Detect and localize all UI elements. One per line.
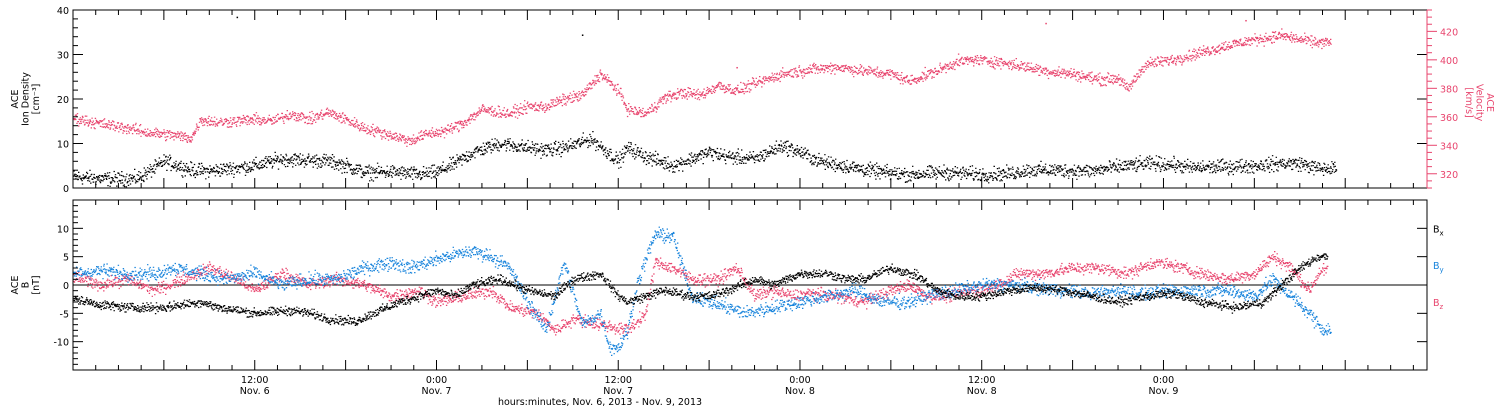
velocity-series [73, 28, 1332, 147]
legend-bz: Bz [1433, 298, 1444, 311]
velocity-axis-title-line: Velocity [1474, 84, 1485, 122]
velocity-axis-title-line: [km/s] [1463, 87, 1474, 117]
x-tick-time-label: 0:00 [789, 375, 810, 386]
x-tick-date-label: Nov. 8 [785, 386, 815, 397]
ion-density-series [73, 131, 1338, 188]
x-axis-title: hours:minutes, Nov. 6, 2013 - Nov. 9, 20… [498, 397, 702, 408]
x-tick-time-label: 0:00 [426, 375, 447, 386]
density-axis-title-line: Ion Density [21, 72, 32, 126]
velocity-axis-title-line: ACE [1484, 93, 1495, 112]
density-tick-label: 10 [57, 140, 69, 151]
legend-by: By [1433, 261, 1444, 274]
density-tick-label: 0 [63, 184, 69, 195]
panel2-plot-dots [73, 226, 1427, 356]
velocity-tick-label: 420 [1440, 27, 1458, 38]
velocity-series-outlier-2 [1045, 22, 1047, 25]
density-axis-title-line: ACE [10, 90, 21, 109]
axes-layer: 0 10 20 30 40 320 340 360 380 400 420 -10 -5 0 5 10 12:0… [10, 6, 1495, 408]
ion-density-series-outlier-0 [236, 16, 239, 19]
b-tick-label: 5 [63, 253, 69, 264]
x-tick-date-label: Nov. 7 [603, 386, 633, 397]
velocity-tick-label: 400 [1440, 56, 1458, 67]
density-tick-label: 30 [57, 51, 69, 62]
b-axis-title-line: ACE [10, 276, 21, 295]
x-tick-date-label: Nov. 6 [240, 386, 270, 397]
b-tick-label: -10 [53, 338, 69, 349]
x-tick-time-label: 12:00 [968, 375, 995, 386]
b-tick-label: 0 [63, 281, 69, 292]
velocity-tick-label: 360 [1440, 113, 1458, 124]
density-axis-title-line: [cm⁻³] [31, 84, 42, 115]
x-tick-time-label: 0:00 [1153, 375, 1174, 386]
b-axis-title-line: [nT] [31, 275, 42, 294]
by-series [73, 226, 1332, 356]
density-axis-title: ACE Ion Density [cm⁻³] [10, 72, 42, 126]
x-tick-date-label: Nov. 9 [1149, 386, 1179, 397]
density-tick-label: 40 [57, 6, 69, 17]
x-tick-date-label: Nov. 8 [967, 386, 997, 397]
legend-bx: Bx [1433, 224, 1444, 237]
velocity-series-outlier-0 [736, 66, 738, 69]
bx-series [73, 253, 1329, 326]
x-tick-time-label: 12:00 [241, 375, 268, 386]
b-axis-title-line: B [21, 282, 32, 289]
density-tick-label: 20 [57, 95, 69, 106]
velocity-tick-label: 340 [1440, 141, 1458, 152]
velocity-tick-label: 320 [1440, 170, 1458, 181]
b-tick-label: 10 [57, 224, 69, 235]
x-tick-time-label: 12:00 [605, 375, 632, 386]
velocity-series-outlier-1 [1245, 19, 1247, 22]
b-tick-label: -5 [60, 309, 69, 320]
velocity-tick-label: 380 [1440, 84, 1458, 95]
ion-density-series-outlier-1 [581, 34, 584, 36]
bz-series [73, 251, 1329, 336]
b-axis-title: ACE B [nT] [10, 275, 42, 294]
panel1-plot-dots [73, 16, 1338, 188]
x-tick-date-label: Nov. 7 [422, 386, 452, 397]
